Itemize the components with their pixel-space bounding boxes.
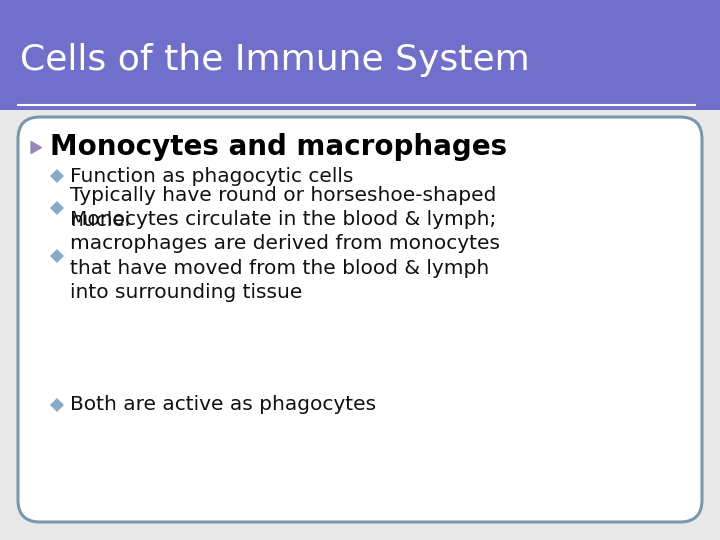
- FancyBboxPatch shape: [0, 0, 720, 110]
- Text: Function as phagocytic cells: Function as phagocytic cells: [70, 166, 354, 186]
- Text: Cells of the Immune System: Cells of the Immune System: [20, 43, 530, 77]
- Text: Monocytes and macrophages: Monocytes and macrophages: [50, 133, 507, 161]
- Text: Monocytes circulate in the blood & lymph;
macrophages are derived from monocytes: Monocytes circulate in the blood & lymph…: [70, 210, 500, 302]
- Text: Both are active as phagocytes: Both are active as phagocytes: [70, 395, 376, 415]
- FancyBboxPatch shape: [18, 117, 702, 522]
- Text: Typically have round or horseshoe-shaped
nuclei: Typically have round or horseshoe-shaped…: [70, 186, 496, 230]
